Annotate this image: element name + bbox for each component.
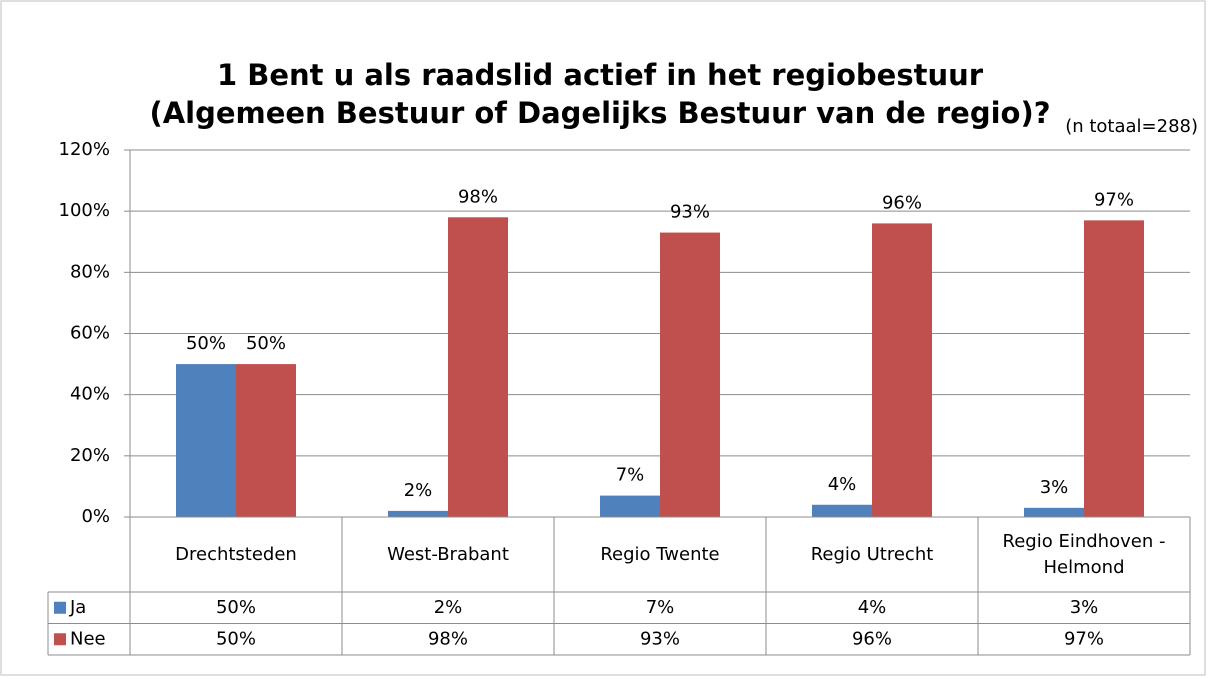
table-cell: 7% [646,597,675,618]
y-tick-label: 80% [70,261,110,282]
legend-key [54,601,66,614]
table-cell: 4% [858,597,887,618]
y-tick-label: 100% [59,200,110,221]
bar [176,364,236,517]
chart-title: 1 Bent u als raadslid actief in het regi… [149,58,1051,130]
value-label: 7% [616,465,645,486]
bar [872,223,932,517]
bar [660,232,720,517]
bar [236,364,296,517]
category-label: Regio Utrecht [810,543,934,565]
category-label-box: Drechtsteden [175,543,297,565]
category-label-box: Regio Twente [600,543,720,565]
value-label: 93% [670,202,710,223]
value-label: 96% [882,192,922,213]
bar [812,504,872,517]
legend-label: Ja [69,597,86,618]
value-label: 97% [1094,189,1134,210]
bar [600,495,660,517]
bar [448,217,508,518]
y-tick-label: 40% [70,384,110,405]
category-label: Drechtsteden [175,543,297,565]
value-label: 2% [404,480,433,501]
value-label: 98% [458,186,498,207]
category-label: Regio Eindhoven - Helmond [1002,530,1166,578]
table-cell: 50% [216,597,256,618]
value-label: 3% [1040,477,1069,498]
legend-label: Nee [70,628,106,649]
table-cell: 98% [428,628,468,649]
title-box: 1 Bent u als raadslid actief in het regi… [149,58,1051,130]
value-label: 50% [186,333,226,354]
category-label: Regio Twente [600,543,720,565]
y-tick-label: 60% [70,323,110,344]
table-cell: 50% [216,628,256,649]
category-label-box: Regio Utrecht [810,543,934,565]
bar [1024,507,1084,517]
category-label-box: Regio Eindhoven - Helmond [1002,530,1166,578]
table-cell: 2% [434,597,463,618]
table-cell: 93% [640,628,680,649]
table-cell: 96% [852,628,892,649]
bar [1084,220,1144,517]
bar [388,510,448,517]
category-label: West-Brabant [387,543,509,565]
y-tick-label: 0% [81,506,110,527]
y-tick-label: 120% [59,139,110,160]
chart-subtitle: (n totaal=288) [1065,116,1198,137]
table-cell: 3% [1070,597,1099,618]
table-cell: 97% [1064,628,1104,649]
category-label-box: West-Brabant [387,543,509,565]
value-label: 4% [828,474,857,495]
y-tick-label: 20% [70,445,110,466]
value-label: 50% [246,333,286,354]
legend-key [54,633,66,646]
